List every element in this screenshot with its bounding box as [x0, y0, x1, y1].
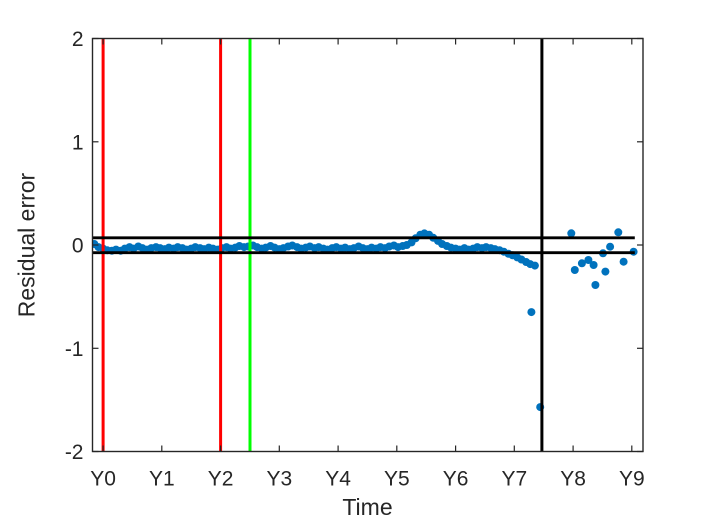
x-tick-label: Y8 — [560, 468, 586, 491]
x-tick-label: Y5 — [384, 468, 410, 491]
data-point — [606, 242, 615, 251]
x-tick-label: Y3 — [266, 468, 292, 491]
x-tick-label: Y7 — [501, 468, 527, 491]
x-tick-label: Y6 — [443, 468, 469, 491]
data-point — [619, 257, 628, 266]
data-point — [614, 228, 623, 237]
x-tick-label: Y2 — [208, 468, 234, 491]
x-tick-label: Y9 — [619, 468, 645, 491]
data-point — [591, 281, 600, 289]
x-axis-title: Time — [342, 494, 393, 520]
x-tick-label: Y1 — [149, 468, 175, 491]
scatter-series — [92, 228, 638, 412]
tick-labels: Y0 Y1 Y2 Y3 Y4 Y5 Y6 Y7 Y8 Y9 -2 -1 0 1 2 — [65, 28, 645, 491]
y-tick-label: -2 — [65, 441, 84, 464]
data-point — [577, 259, 586, 268]
data-point — [527, 308, 536, 317]
y-tick-label: 2 — [72, 28, 84, 51]
data-point — [584, 256, 593, 264]
y-axis-title: Residual error — [13, 172, 40, 318]
tick-marks — [92, 37, 643, 453]
data-point — [567, 229, 576, 238]
y-tick-label: 1 — [72, 131, 84, 154]
data-point — [589, 261, 598, 269]
y-tick-label: -1 — [65, 338, 84, 361]
data-point — [570, 266, 579, 274]
data-point — [601, 267, 610, 276]
x-tick-label: Y0 — [90, 468, 116, 491]
y-tick-label: 0 — [72, 235, 84, 258]
data-point — [530, 261, 539, 270]
x-tick-label: Y4 — [325, 468, 351, 491]
